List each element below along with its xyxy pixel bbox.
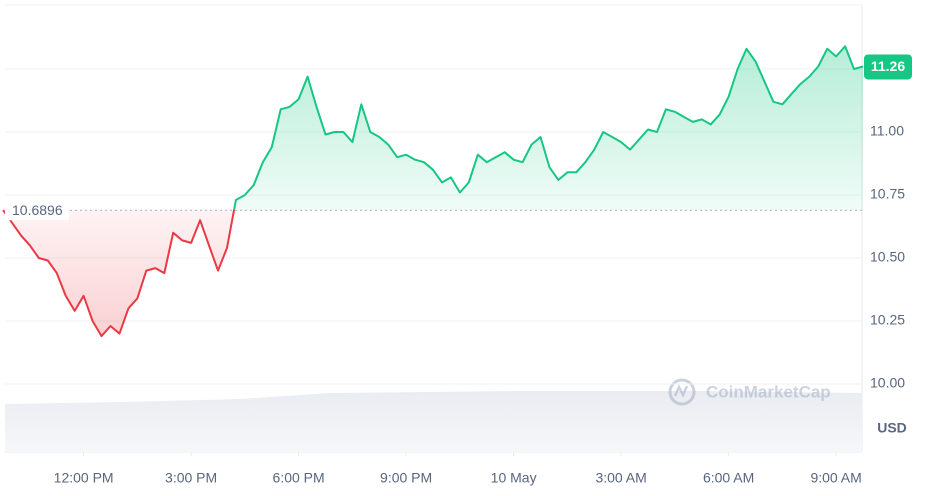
x-tick-label: 12:00 PM [54,470,114,486]
x-tick-label: 9:00 AM [810,470,861,486]
y-tick-label: 10.25 [870,312,905,328]
y-tick-label: 10.75 [870,186,905,202]
x-tick-label: 6:00 PM [273,470,325,486]
watermark-logo [668,378,696,406]
last-price-tag [864,54,912,80]
last-price-label: 11.26 [871,58,905,74]
watermark-text: CoinMarketCap [706,382,831,401]
x-tick-label: 9:00 PM [380,470,432,486]
watermark: CoinMarketCap [668,378,831,406]
price-area [3,46,863,337]
watermark-logo-mark [673,384,689,398]
y-tick-label: 10.50 [870,249,905,265]
price-line [2,45,864,338]
baseline-label-bg [5,200,69,221]
x-tick-label: 3:00 PM [165,470,217,486]
volume-area [5,391,862,452]
x-tick-label: 6:00 AM [703,470,754,486]
x-tick-label: 10 May [491,470,537,486]
x-tick-label: 3:00 AM [595,470,646,486]
baseline-label: 10.6896 [12,202,63,218]
y-tick-label: 11.00 [870,123,904,139]
unit-label: USD [877,420,907,436]
y-tick-label: 10.00 [870,375,905,391]
